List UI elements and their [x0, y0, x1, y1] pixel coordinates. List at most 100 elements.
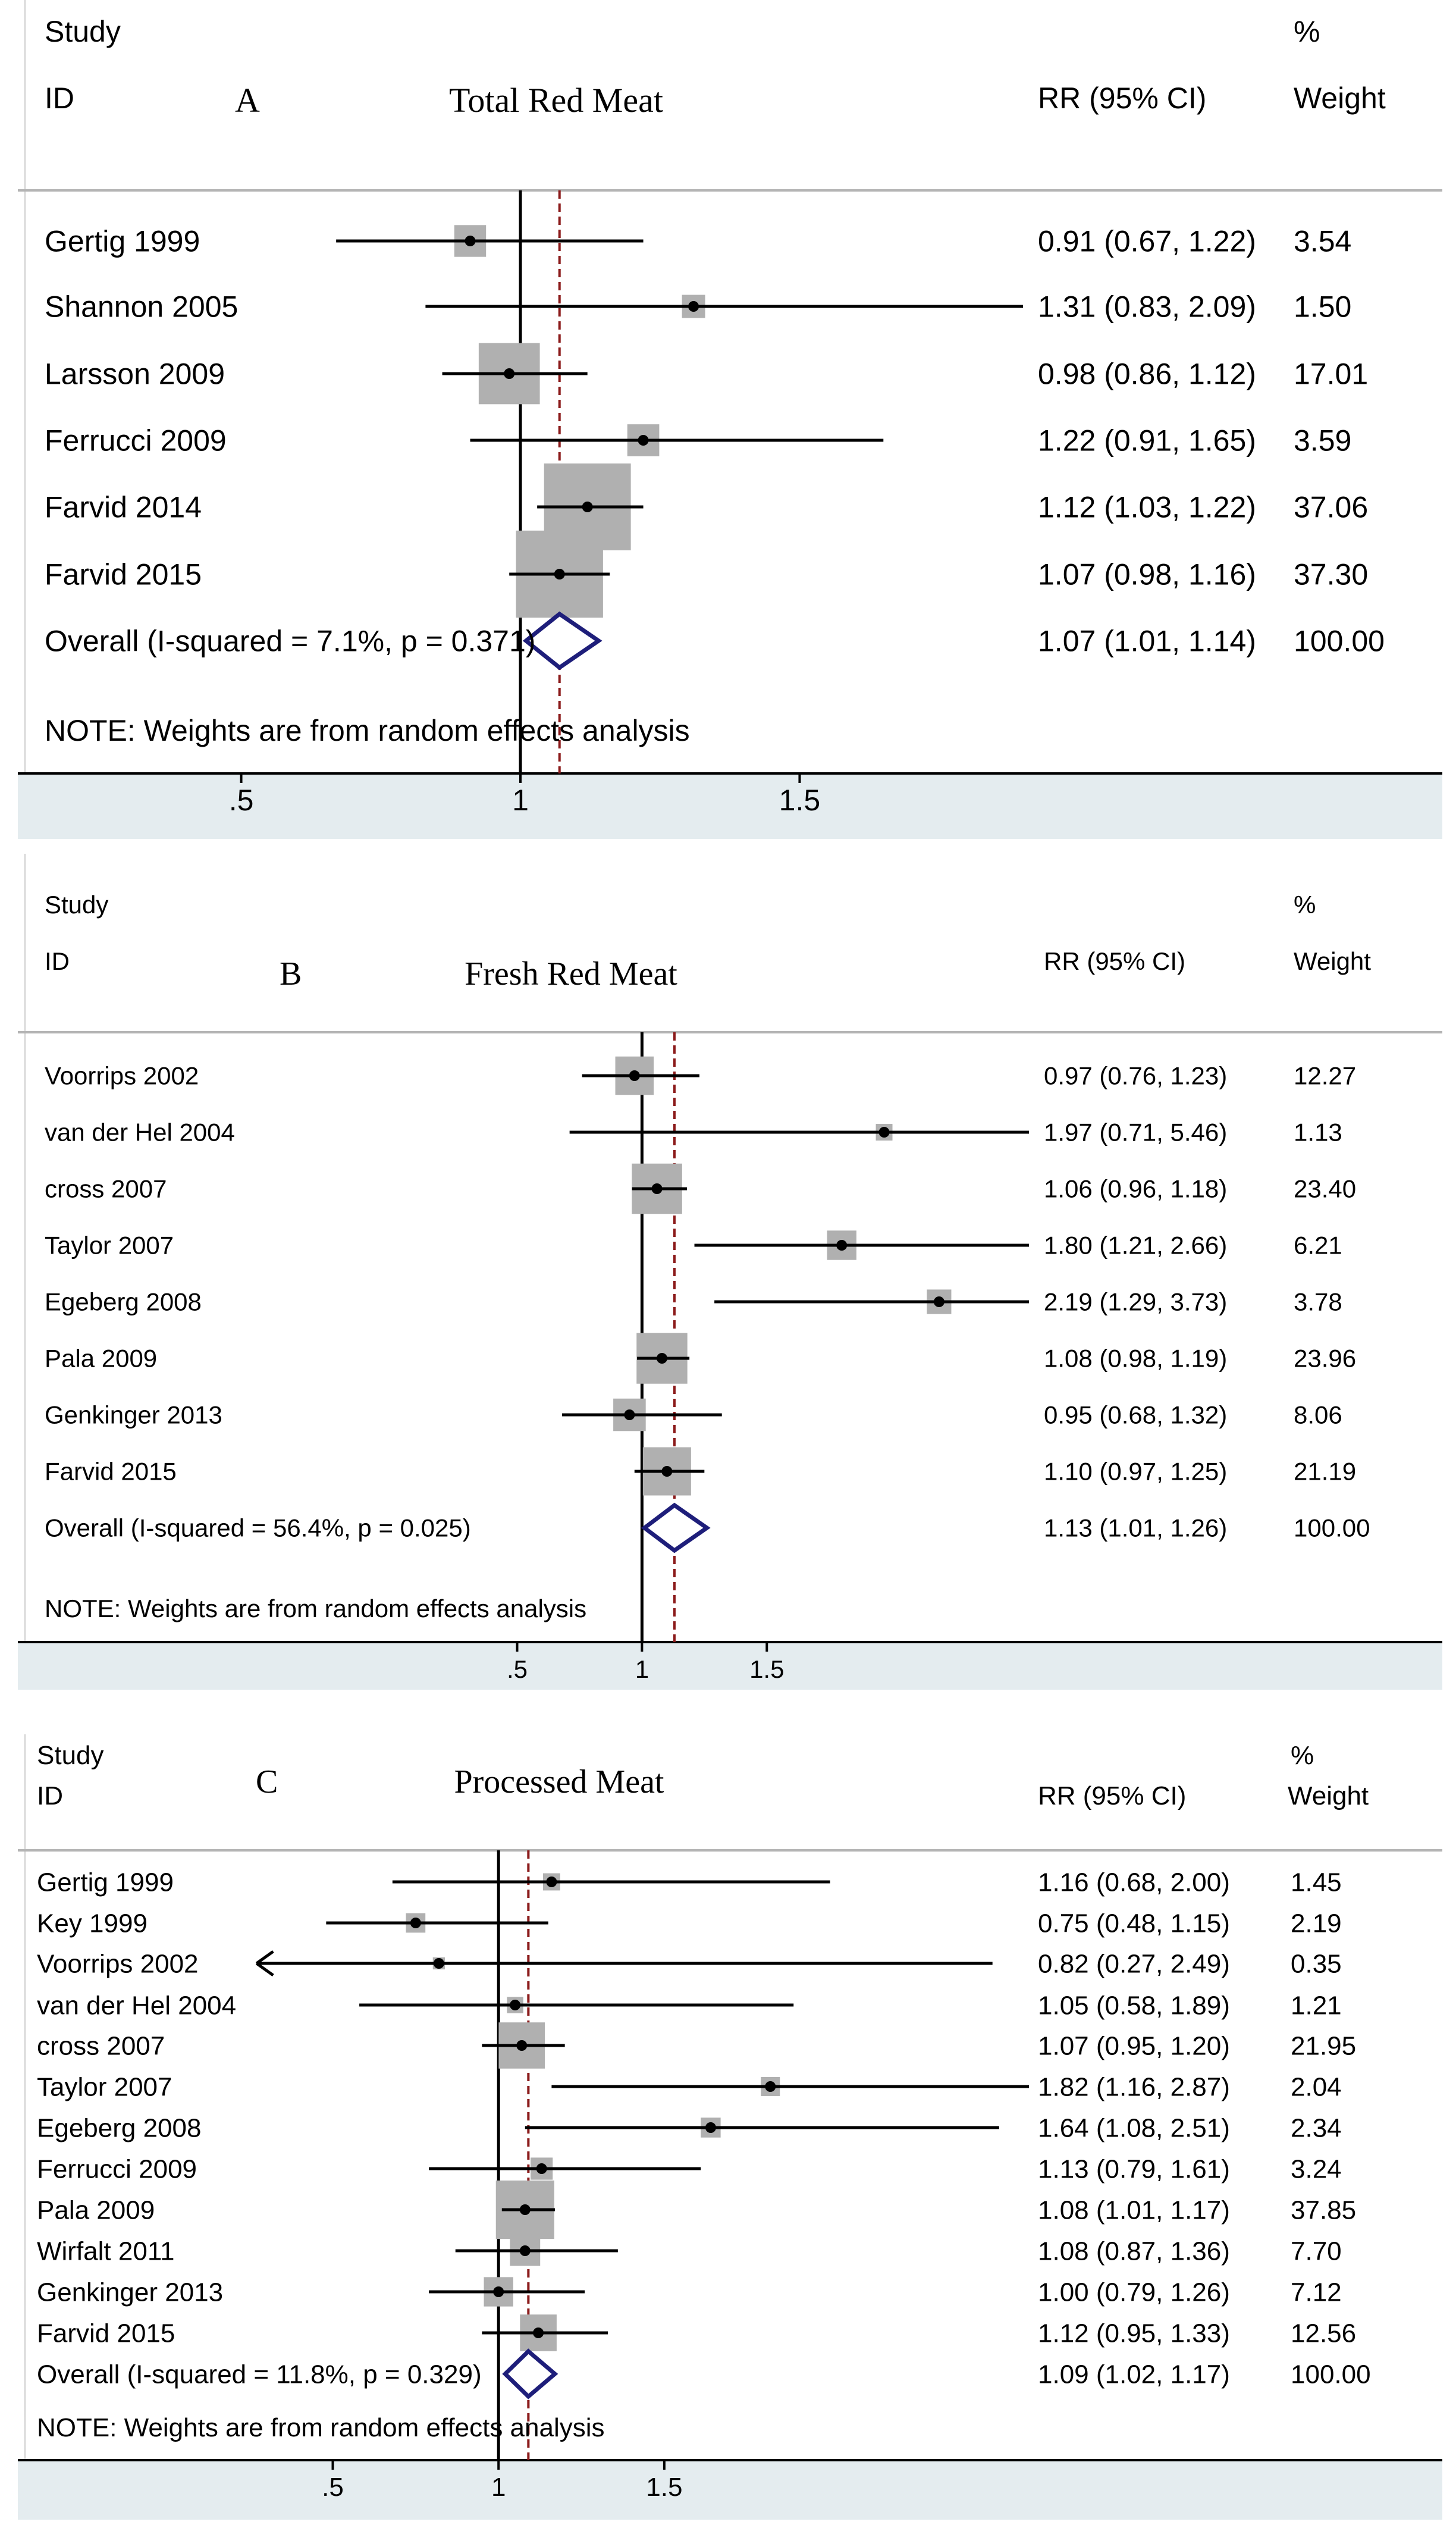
x-tick-label: 1: [635, 1655, 649, 1683]
header-id: ID: [45, 82, 74, 115]
point-estimate: [933, 1296, 944, 1307]
header-weight: Weight: [1294, 947, 1371, 975]
weights-note: NOTE: Weights are from random effects an…: [37, 2413, 605, 2442]
study-name: Larsson 2009: [45, 358, 225, 391]
study-name: Gertig 1999: [45, 225, 200, 258]
study-rr-ci: 1.07 (0.98, 1.16): [1038, 558, 1256, 591]
study-weight: 7.70: [1291, 2236, 1342, 2266]
point-estimate: [433, 1958, 444, 1969]
study-weight: 21.95: [1291, 2031, 1356, 2060]
x-tick-label: .5: [507, 1655, 528, 1683]
header-study: Study: [45, 15, 121, 48]
study-rr-ci: 1.97 (0.71, 5.46): [1044, 1119, 1227, 1146]
weights-note: NOTE: Weights are from random effects an…: [45, 1595, 586, 1622]
study-rr-ci: 1.08 (0.98, 1.19): [1044, 1345, 1227, 1373]
study-name: Genkinger 2013: [37, 2278, 223, 2307]
study-weight: 2.04: [1291, 2072, 1342, 2101]
study-weight: 2.19: [1291, 1909, 1342, 1938]
study-name: Pala 2009: [45, 1345, 157, 1373]
header-rr-ci: RR (95% CI): [1038, 82, 1206, 115]
point-estimate: [836, 1240, 848, 1251]
point-estimate: [656, 1353, 667, 1364]
weights-note: NOTE: Weights are from random effects an…: [45, 714, 690, 747]
header-id: ID: [45, 947, 70, 975]
overall-label: Overall (I-squared = 56.4%, p = 0.025): [45, 1514, 471, 1542]
study-weight: 3.24: [1291, 2154, 1342, 2184]
study-rr-ci: 0.91 (0.67, 1.22): [1038, 225, 1256, 258]
point-estimate: [410, 1918, 421, 1928]
point-estimate: [493, 2286, 504, 2297]
overall-rr-ci: 1.09 (1.02, 1.17): [1038, 2360, 1230, 2389]
study-weight: 23.40: [1294, 1175, 1356, 1203]
study-name: Taylor 2007: [37, 2072, 172, 2101]
panel-label: B: [280, 956, 302, 992]
point-estimate: [638, 435, 649, 446]
study-weight: 1.21: [1291, 1991, 1342, 2020]
ci-arrow-left: [255, 1950, 274, 1977]
point-estimate: [624, 1409, 635, 1420]
x-tick-label: .5: [229, 784, 254, 817]
panel-label: A: [235, 81, 260, 120]
point-estimate: [519, 2204, 531, 2215]
study-rr-ci: 0.95 (0.68, 1.32): [1044, 1401, 1227, 1429]
x-tick-label: 1.5: [749, 1655, 784, 1683]
study-weight: 3.59: [1294, 424, 1351, 458]
study-rr-ci: 1.12 (0.95, 1.33): [1038, 2319, 1230, 2348]
study-weight: 6.21: [1294, 1232, 1342, 1260]
point-estimate: [516, 2040, 528, 2051]
point-estimate: [510, 2000, 521, 2010]
study-weight: 21.19: [1294, 1458, 1356, 1486]
study-name: Voorrips 2002: [37, 1949, 199, 1978]
point-estimate: [651, 1183, 663, 1194]
study-rr-ci: 1.10 (0.97, 1.25): [1044, 1458, 1227, 1486]
overall-rr-ci: 1.07 (1.01, 1.14): [1038, 625, 1256, 658]
study-rr-ci: 1.12 (1.03, 1.22): [1038, 491, 1256, 524]
header-weight: Weight: [1294, 82, 1386, 115]
study-rr-ci: 1.06 (0.96, 1.18): [1044, 1175, 1227, 1203]
study-weight: 37.06: [1294, 491, 1368, 524]
study-rr-ci: 0.98 (0.86, 1.12): [1038, 358, 1256, 391]
overall-weight: 100.00: [1294, 625, 1385, 658]
study-rr-ci: 1.08 (1.01, 1.17): [1038, 2195, 1230, 2225]
point-estimate: [504, 368, 515, 379]
overall-weight: 100.00: [1291, 2360, 1371, 2389]
point-estimate: [765, 2081, 776, 2092]
study-name: Pala 2009: [37, 2195, 155, 2225]
study-weight: 37.30: [1294, 558, 1368, 591]
point-estimate: [629, 1070, 640, 1081]
study-name: Genkinger 2013: [45, 1401, 222, 1429]
study-name: Ferrucci 2009: [37, 2154, 197, 2184]
point-estimate: [878, 1127, 890, 1138]
x-tick-label: 1: [491, 2473, 506, 2502]
study-weight: 17.01: [1294, 358, 1368, 391]
panel-title: Fresh Red Meat: [465, 956, 677, 992]
study-rr-ci: 2.19 (1.29, 3.73): [1044, 1288, 1227, 1316]
study-weight: 1.45: [1291, 1868, 1342, 1897]
study-name: Gertig 1999: [37, 1868, 174, 1897]
study-rr-ci: 1.64 (1.08, 2.51): [1038, 2113, 1230, 2142]
point-estimate: [554, 569, 565, 579]
study-name: cross 2007: [45, 1175, 167, 1203]
header-percent: %: [1294, 15, 1320, 48]
study-name: Taylor 2007: [45, 1232, 174, 1260]
point-estimate: [465, 236, 476, 246]
header-rr-ci: RR (95% CI): [1044, 947, 1185, 975]
overall-diamond: [502, 2348, 558, 2399]
header-weight: Weight: [1288, 1781, 1369, 1810]
study-rr-ci: 0.97 (0.76, 1.23): [1044, 1062, 1227, 1090]
study-weight: 8.06: [1294, 1401, 1342, 1429]
overall-diamond: [522, 611, 603, 671]
study-weight: 37.85: [1291, 2195, 1356, 2225]
header-rr-ci: RR (95% CI): [1038, 1781, 1186, 1810]
study-weight: 12.27: [1294, 1062, 1356, 1090]
panel-title: Total Red Meat: [449, 81, 663, 120]
x-tick-label: .5: [322, 2473, 344, 2502]
study-weight: 3.78: [1294, 1288, 1342, 1316]
header-study: Study: [45, 891, 108, 919]
study-rr-ci: 1.80 (1.21, 2.66): [1044, 1232, 1227, 1260]
study-weight: 1.13: [1294, 1119, 1342, 1146]
study-weight: 12.56: [1291, 2319, 1356, 2348]
panel-title: Processed Meat: [454, 1763, 664, 1800]
header-percent: %: [1294, 891, 1316, 919]
